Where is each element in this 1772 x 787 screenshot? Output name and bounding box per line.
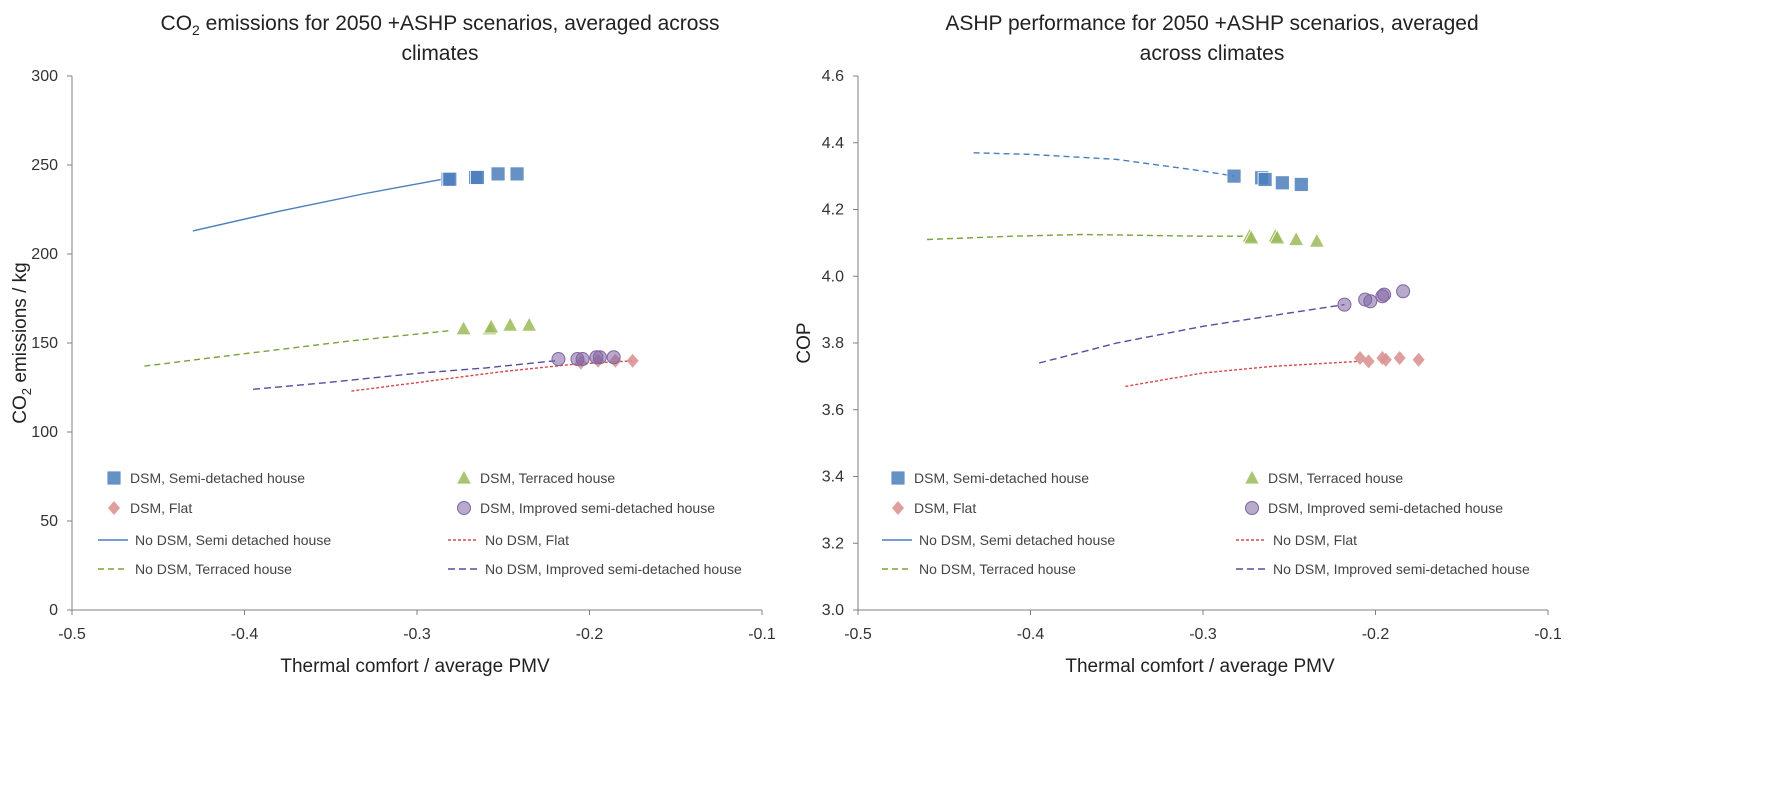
data-point [1287, 230, 1305, 246]
y-tick-label: 300 [31, 68, 58, 85]
legend-swatch [108, 501, 120, 515]
data-point [1377, 287, 1392, 302]
chart2-y-axis-label: COP [794, 322, 815, 363]
x-tick-label: -0.3 [403, 626, 431, 643]
legend-label: DSM, Flat [130, 500, 192, 516]
data-point [1362, 354, 1375, 369]
legend-label: DSM, Improved semi-detached house [1268, 500, 1503, 516]
legend-swatch [892, 501, 904, 515]
legend-swatch [1245, 501, 1259, 515]
legend-label: DSM, Semi-detached house [914, 470, 1089, 486]
data-point [469, 170, 485, 185]
y-tick-label: 0 [49, 602, 58, 619]
data-point [455, 319, 472, 336]
data-point [1269, 229, 1286, 245]
data-point [551, 352, 566, 367]
data-point [1308, 232, 1326, 248]
legend-label: DSM, Flat [914, 500, 976, 516]
data-point [501, 316, 519, 332]
legend-swatch [455, 469, 473, 485]
x-tick-label: -0.5 [844, 626, 872, 643]
data-point [1226, 168, 1242, 184]
legend-swatch [106, 470, 122, 486]
legend-label: No DSM, Semi detached house [135, 532, 331, 548]
series-line [192, 178, 444, 232]
x-tick-label: -0.4 [231, 626, 259, 643]
series-line [1038, 303, 1345, 364]
y-tick-label: 100 [31, 424, 58, 441]
data-point [1363, 294, 1378, 309]
legend-swatch [457, 501, 471, 515]
data-point [592, 350, 607, 365]
chart1-y-axis-label: CO2 emissions / kg [10, 262, 34, 423]
x-tick-label: -0.3 [1189, 626, 1217, 643]
y-tick-label: 50 [40, 513, 58, 530]
y-tick-label: 4.4 [822, 135, 844, 152]
x-tick-label: -0.5 [58, 626, 86, 643]
data-point [1412, 352, 1425, 367]
chart2-title-line1: ASHP performance for 2050 +ASHP scenario… [945, 12, 1478, 35]
legend-label: No DSM, Flat [1273, 532, 1357, 548]
series-line [973, 152, 1235, 177]
data-point [1243, 229, 1260, 245]
legend-label: No DSM, Improved semi-detached house [485, 561, 742, 577]
legend-swatch [890, 470, 906, 486]
data-point [1337, 297, 1352, 312]
y-tick-label: 3.6 [822, 402, 844, 419]
y-tick-label: 4.6 [822, 68, 844, 85]
data-point [442, 171, 458, 187]
legend-label: No DSM, Terraced house [919, 561, 1076, 577]
chart1-title-line1: CO2 emissions for 2050 +ASHP scenarios, … [161, 12, 720, 38]
x-tick-label: -0.1 [1534, 626, 1562, 643]
data-point [575, 352, 590, 367]
legend-label: DSM, Improved semi-detached house [480, 500, 715, 516]
y-tick-label: 150 [31, 335, 58, 352]
chart1-x-axis-label: Thermal comfort / average PMV [280, 656, 550, 677]
x-tick-label: -0.2 [576, 626, 604, 643]
y-tick-label: 200 [31, 246, 58, 263]
legend-label: DSM, Terraced house [1268, 470, 1403, 486]
series-line [144, 329, 452, 367]
series-line [351, 360, 633, 392]
legend-label: No DSM, Semi detached house [919, 532, 1115, 548]
chart2-x-axis-label: Thermal comfort / average PMV [1065, 656, 1335, 677]
x-tick-label: -0.4 [1017, 626, 1045, 643]
data-point [1396, 284, 1411, 299]
data-point [626, 353, 639, 368]
legend-swatch [1243, 469, 1261, 485]
data-point [1274, 175, 1290, 191]
data-point [1379, 352, 1392, 367]
chart1-title-line2: climates [401, 42, 478, 65]
y-tick-label: 3.2 [822, 535, 844, 552]
data-point [490, 166, 506, 182]
legend-label: No DSM, Improved semi-detached house [1273, 561, 1530, 577]
x-tick-label: -0.1 [748, 626, 776, 643]
y-tick-label: 4.0 [822, 268, 844, 285]
y-tick-label: 3.4 [822, 469, 844, 486]
data-point [1257, 172, 1273, 187]
series-line [1125, 360, 1359, 388]
legend-label: DSM, Terraced house [480, 470, 615, 486]
legend-label: No DSM, Terraced house [135, 561, 292, 577]
chart2-plot: 3.0 3.2 3.4 3.6 3.8 4.0 4.2 4.4 4.6 -0.5 -0.4 -0.3 -… [822, 68, 1562, 643]
chart1-plot: 0 50 100 150 200 250 300 -0.5 -0.4 -0.3 -0.2 -0.1 DS… [31, 68, 776, 643]
data-point [606, 350, 621, 365]
y-tick-label: 250 [31, 157, 58, 174]
y-tick-label: 4.2 [822, 202, 844, 219]
series-line [926, 233, 1247, 241]
y-tick-label: 3.8 [822, 335, 844, 352]
x-tick-label: -0.2 [1362, 626, 1390, 643]
data-point [509, 166, 525, 182]
series-line [253, 360, 556, 390]
legend-label: DSM, Semi-detached house [130, 470, 305, 486]
data-point [483, 318, 500, 334]
chart2-title-line2: across climates [1140, 42, 1285, 65]
data-point [1393, 351, 1406, 366]
legend-label: No DSM, Flat [485, 532, 569, 548]
data-point [520, 316, 538, 332]
data-point [1293, 177, 1309, 192]
y-tick-label: 3.0 [822, 602, 844, 619]
